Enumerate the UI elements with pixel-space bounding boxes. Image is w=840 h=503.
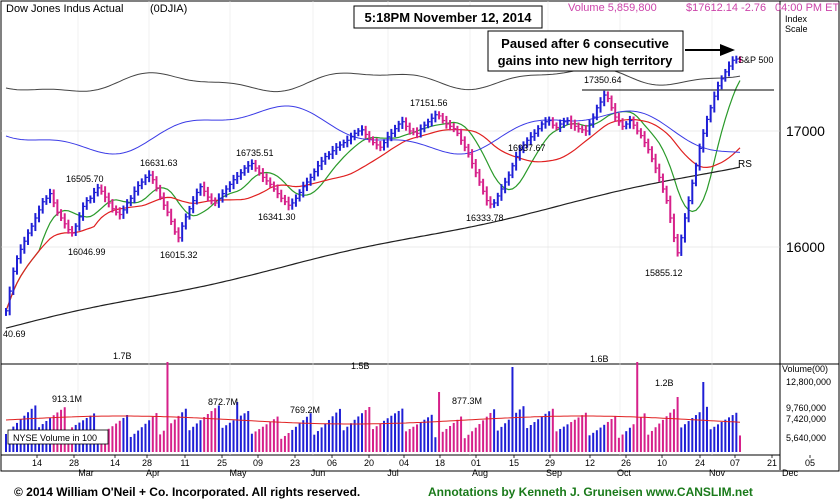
price-label: 15855.12 bbox=[645, 268, 683, 278]
time-label: 04:00 PM ET bbox=[775, 2, 839, 14]
volume-label: 1.7B bbox=[113, 351, 132, 361]
x-month-label: Jun bbox=[311, 468, 326, 478]
index-scale-label-2: Scale bbox=[785, 24, 808, 34]
price-label: 40.69 bbox=[3, 329, 26, 339]
x-day-label: 09 bbox=[253, 458, 263, 468]
index-scale-label-1: Index bbox=[785, 14, 808, 24]
grid bbox=[1, 1, 780, 455]
price-label: 16341.30 bbox=[258, 212, 296, 222]
x-day-label: 20 bbox=[364, 458, 374, 468]
annotation-line-1: Paused after 6 consecutive bbox=[501, 36, 669, 51]
volume-tick-1: 12,800,000 bbox=[786, 377, 831, 387]
price-label: 16046.99 bbox=[68, 247, 106, 257]
volume-unit-label: Volume(00) bbox=[782, 364, 828, 374]
x-month-label: Jul bbox=[387, 468, 399, 478]
x-month-label: Sep bbox=[546, 468, 562, 478]
volume-tick-2: 9,760,000 bbox=[786, 403, 826, 413]
x-day-label: 14 bbox=[110, 458, 120, 468]
x-month-label: Dec bbox=[782, 468, 799, 478]
y-tick-16000: 16000 bbox=[786, 239, 825, 255]
volume-label: 913.1M bbox=[52, 394, 82, 404]
timestamp-text: 5:18PM November 12, 2014 bbox=[365, 10, 533, 25]
x-day-label: 11 bbox=[180, 458, 189, 468]
price-label: 16735.51 bbox=[236, 148, 274, 158]
price-label: 16015.32 bbox=[160, 250, 198, 260]
annotation-credit: Annotations by Kenneth J. Gruneisen www.… bbox=[428, 485, 753, 499]
x-day-label: 07 bbox=[730, 458, 740, 468]
x-month-label: Apr bbox=[146, 468, 160, 478]
x-month-label: Mar bbox=[78, 468, 94, 478]
nyse-volume-box bbox=[7, 429, 109, 445]
x-day-label: 14 bbox=[32, 458, 42, 468]
x-month-label: Nov bbox=[709, 468, 726, 478]
nyse-volume-label: NYSE Volume in 100 bbox=[13, 433, 97, 443]
x-day-label: 15 bbox=[509, 458, 519, 468]
price-label: 17151.56 bbox=[410, 98, 448, 108]
timestamp-box bbox=[353, 5, 543, 29]
x-day-label: 28 bbox=[142, 458, 152, 468]
index-title: Dow Jones Indus Actual bbox=[6, 3, 123, 15]
volume-label: 1.2B bbox=[655, 378, 674, 388]
price-bars bbox=[5, 55, 743, 316]
sp500-line bbox=[5, 67, 741, 93]
volume-label: 872.7M bbox=[208, 397, 238, 407]
y-tick-17000: 17000 bbox=[786, 123, 825, 139]
x-day-label: 12 bbox=[585, 458, 595, 468]
labels: 16505.70 16631.63 16735.51 17151.56 17350.64… bbox=[3, 75, 683, 415]
ma-50-line bbox=[5, 118, 741, 312]
x-day-label: 21 bbox=[767, 458, 777, 468]
annotation-arrow-head bbox=[720, 44, 735, 56]
x-day-label: 26 bbox=[621, 458, 631, 468]
rs-label: RS bbox=[738, 159, 752, 170]
index-symbol: (0DJIA) bbox=[150, 3, 187, 15]
x-day-label: 06 bbox=[327, 458, 337, 468]
x-day-label: 05 bbox=[805, 458, 815, 468]
price-label: 17350.64 bbox=[584, 75, 622, 85]
volume-label: 769.2M bbox=[290, 405, 320, 415]
volume-label: 1.6B bbox=[590, 354, 609, 364]
ma-200-line bbox=[5, 166, 741, 329]
volume-label: 877.3M bbox=[452, 396, 482, 406]
x-day-label: 18 bbox=[435, 458, 445, 468]
volume-tick-3: 7,420,000 bbox=[786, 414, 826, 424]
price-label: 16505.70 bbox=[66, 174, 104, 184]
volume-header: Volume 5,859,800 bbox=[568, 2, 657, 14]
x-day-label: 10 bbox=[657, 458, 667, 468]
copyright: © 2014 William O'Neil + Co. Incorporated… bbox=[14, 485, 360, 499]
price-label: 16937.67 bbox=[508, 143, 546, 153]
x-day-label: 29 bbox=[545, 458, 555, 468]
x-day-label: 23 bbox=[290, 458, 300, 468]
volume-tick-4: 5,640,000 bbox=[786, 433, 826, 443]
x-month-label: Aug bbox=[472, 468, 488, 478]
annotation-line-2: gains into new high territory bbox=[498, 53, 674, 68]
x-axis: 14 28 14 28 11 25 09 23 06 20 04 18 01 15 29 12 26 10 24 07… bbox=[32, 455, 815, 478]
price-change: $17612.14 -2.76 bbox=[686, 2, 766, 14]
x-day-label: 01 bbox=[471, 458, 481, 468]
x-day-label: 24 bbox=[695, 458, 705, 468]
x-day-label: 25 bbox=[217, 458, 227, 468]
price-label: 16333.78 bbox=[466, 213, 504, 223]
x-month-label: May bbox=[229, 468, 247, 478]
annotation-box bbox=[487, 30, 684, 72]
volume-label: 1.5B bbox=[351, 361, 370, 371]
x-day-label: 28 bbox=[69, 458, 79, 468]
x-month-label: Oct bbox=[617, 468, 632, 478]
x-day-label: 04 bbox=[399, 458, 409, 468]
price-label: 16631.63 bbox=[140, 158, 178, 168]
volume-average-line bbox=[5, 415, 741, 425]
sp500-label: S&P 500 bbox=[738, 55, 773, 65]
